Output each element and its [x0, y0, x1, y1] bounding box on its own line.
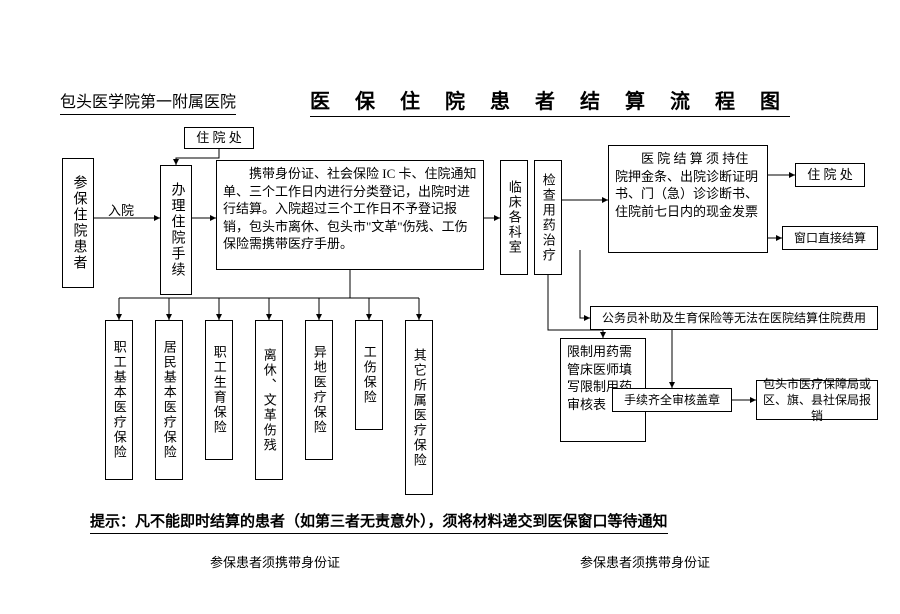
footnote-left: 参保患者须携带身份证 [210, 552, 340, 571]
node-cat-5: 异地医疗保险 [305, 320, 333, 460]
node-window-settle: 窗口直接结算 [782, 226, 878, 250]
node-civil-servant: 公务员补助及生育保险等无法在医院结算住院费用 [590, 306, 878, 330]
hospital-subtitle: 包头医学院第一附属医院 [60, 88, 236, 115]
node-cat-4: 离休、文革伤残 [255, 320, 283, 480]
node-baotou-bureau: 包头市医疗保障局或区、旗、县社保局报销 [756, 380, 878, 420]
node-stamp: 手续齐全审核盖章 [612, 388, 732, 412]
footnote-right: 参保患者须携带身份证 [580, 552, 710, 571]
node-check-med: 检查用药治疗 [534, 160, 562, 275]
page-title: 医 保 住 院 患 者 结 算 流 程 图 [310, 85, 790, 117]
node-cat-3: 职工生育保险 [205, 320, 233, 460]
node-admission-office: 住 院 处 [184, 127, 254, 149]
node-handle-admission: 办理住院手续 [160, 165, 192, 295]
node-settlement-req: 医 院 结 算 须 持住院押金条、出院诊断证明书、门（急）诊诊断书、住院前七日内… [608, 145, 768, 253]
node-cat-1: 职工基本医疗保险 [105, 320, 133, 480]
note-reminder: 提示：凡不能即时结算的患者（如第三者无责意外），须将材料递交到医保窗口等待通知 [90, 510, 668, 534]
node-cat-6: 工伤保险 [355, 320, 383, 430]
edge-label-admit: 入院 [108, 200, 134, 219]
flowchart-canvas: 包头医学院第一附属医院 医 保 住 院 患 者 结 算 流 程 图 住 院 处 … [0, 0, 900, 614]
node-cat-7: 其它所属医疗保险 [405, 320, 433, 495]
node-cat-2: 居民基本医疗保险 [155, 320, 183, 480]
node-clinical: 临床各科室 [500, 160, 528, 275]
node-carry-docs: 携带身份证、社会保险 IC 卡、住院通知单、三个工作日内进行分类登记，出院时进行… [216, 160, 484, 270]
node-hosp-office-2: 住 院 处 [795, 163, 865, 187]
node-insured-patient: 参保住院患者 [62, 158, 94, 288]
